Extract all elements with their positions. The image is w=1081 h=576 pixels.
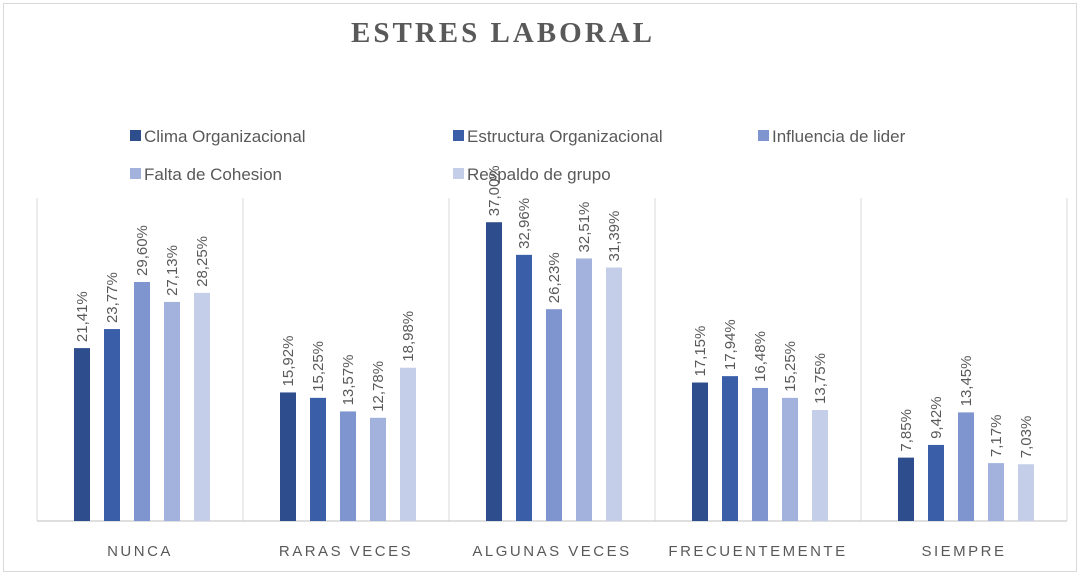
value-label: 16,48% — [752, 331, 769, 382]
legend-swatch — [130, 168, 141, 179]
bar — [340, 411, 356, 521]
x-tick-label: NUNCA — [107, 543, 173, 560]
x-tick-label: SIEMPRE — [921, 543, 1006, 560]
bar — [692, 382, 708, 521]
value-label: 23,77% — [104, 272, 121, 323]
value-label: 15,25% — [310, 341, 327, 392]
bar — [134, 281, 150, 521]
legend-swatch — [453, 168, 464, 179]
value-label: 32,96% — [516, 198, 533, 249]
chart-title: ESTRES LABORAL — [351, 17, 655, 49]
legend-label: Clima Organizacional — [144, 127, 306, 146]
value-label: 28,25% — [194, 236, 211, 287]
bar — [280, 392, 296, 521]
value-label: 7,85% — [898, 409, 915, 452]
bar — [74, 348, 90, 521]
bar — [928, 444, 944, 521]
bar — [782, 397, 798, 521]
bar — [898, 457, 914, 521]
value-label: 31,39% — [606, 211, 623, 262]
bar — [576, 258, 592, 521]
value-label: 37,00% — [486, 165, 503, 216]
bar — [958, 412, 974, 521]
bar — [370, 417, 386, 521]
value-label: 13,57% — [340, 355, 357, 406]
bar — [606, 267, 622, 521]
legend-label: Influencia de lider — [772, 127, 906, 146]
legend-label: Falta de Cohesion — [144, 165, 282, 184]
value-label: 7,17% — [988, 415, 1005, 458]
value-label: 32,51% — [576, 202, 593, 253]
value-label: 27,13% — [164, 245, 181, 296]
bar — [516, 254, 532, 521]
bar — [486, 222, 502, 521]
bar — [546, 309, 562, 521]
value-label: 7,03% — [1018, 416, 1035, 459]
bar — [194, 292, 210, 521]
value-label: 26,23% — [546, 252, 563, 303]
value-label: 15,25% — [782, 341, 799, 392]
bar — [104, 329, 120, 521]
value-label: 15,92% — [280, 336, 297, 387]
value-label: 29,60% — [134, 225, 151, 276]
value-label: 17,94% — [722, 319, 739, 370]
legend-swatch — [130, 130, 141, 141]
value-label: 9,42% — [928, 396, 945, 439]
x-tick-label: RARAS VECES — [279, 543, 413, 560]
x-tick-label: ALGUNAS VECES — [472, 543, 631, 560]
bar — [1018, 464, 1034, 521]
bar — [310, 397, 326, 521]
value-label: 12,78% — [370, 361, 387, 412]
legend-label: Estructura Organizacional — [467, 127, 663, 146]
x-tick-label: FRECUENTEMENTE — [668, 543, 847, 560]
bar — [400, 367, 416, 521]
bar — [164, 301, 180, 521]
bar — [752, 387, 768, 521]
value-label: 13,45% — [958, 356, 975, 407]
legend-swatch — [758, 130, 769, 141]
chart-border — [3, 3, 1077, 572]
value-label: 18,98% — [400, 311, 417, 362]
legend-swatch — [453, 130, 464, 141]
bar — [812, 409, 828, 521]
value-label: 17,15% — [692, 326, 709, 377]
legend-label: Respaldo de grupo — [467, 165, 611, 184]
bar — [722, 376, 738, 521]
value-label: 13,75% — [812, 353, 829, 404]
bar — [988, 463, 1004, 521]
value-label: 21,41% — [74, 291, 91, 342]
